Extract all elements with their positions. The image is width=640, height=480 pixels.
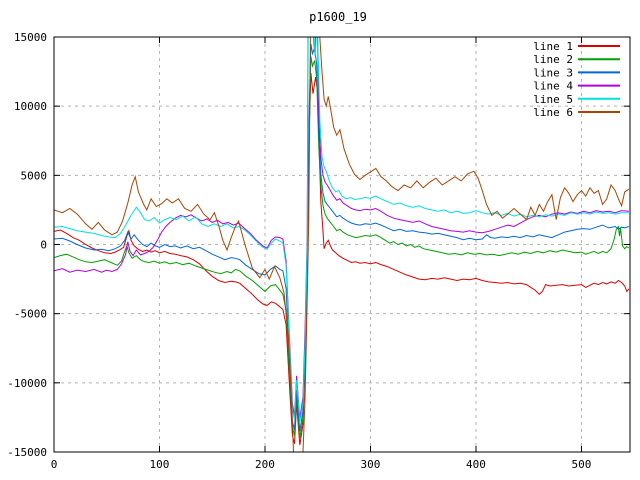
y-axis-labels: -15000 -10000 -5000 0 5000 10000 15000 xyxy=(7,31,47,459)
x-tick-label: 400 xyxy=(466,458,486,471)
y-tick-label: -5000 xyxy=(14,308,47,321)
legend-entry-line-3: line 3 xyxy=(533,66,620,79)
y-tick-label: -10000 xyxy=(7,377,47,390)
x-axis-labels: 0 100 200 300 400 500 xyxy=(51,458,592,471)
series-line-2 xyxy=(54,56,630,439)
legend-label: line 4 xyxy=(533,80,573,93)
series-line-1 xyxy=(54,72,630,446)
legend-label: line 6 xyxy=(533,106,573,119)
y-tick-label: -15000 xyxy=(7,446,47,459)
x-tick-label: 100 xyxy=(150,458,170,471)
legend-entry-line-6: line 6 xyxy=(533,106,620,119)
series-line-5 xyxy=(54,37,629,422)
gridlines xyxy=(54,37,630,452)
x-tick-label: 200 xyxy=(255,458,275,471)
legend-label: line 2 xyxy=(533,53,573,66)
series-line-4 xyxy=(54,37,629,419)
x-tick-label: 300 xyxy=(361,458,381,471)
y-tick-label: 0 xyxy=(40,239,47,252)
series-line-6 xyxy=(54,37,630,452)
legend-label: line 1 xyxy=(533,40,573,53)
y-tick-label: 5000 xyxy=(21,169,48,182)
series-line-3 xyxy=(54,43,630,432)
y-tick-label: 15000 xyxy=(14,31,47,44)
legend-label: line 3 xyxy=(533,66,573,79)
chart-title: p1600_19 xyxy=(309,10,367,24)
legend-entry-line-5: line 5 xyxy=(533,93,620,106)
x-tick-label: 500 xyxy=(572,458,592,471)
legend-label: line 5 xyxy=(533,93,573,106)
legend-entry-line-1: line 1 xyxy=(533,40,620,53)
x-tick-label: 0 xyxy=(51,458,58,471)
axes xyxy=(53,36,631,453)
legend-entry-line-2: line 2 xyxy=(533,53,620,66)
legend-entry-line-4: line 4 xyxy=(533,80,620,93)
y-tick-label: 10000 xyxy=(14,100,47,113)
